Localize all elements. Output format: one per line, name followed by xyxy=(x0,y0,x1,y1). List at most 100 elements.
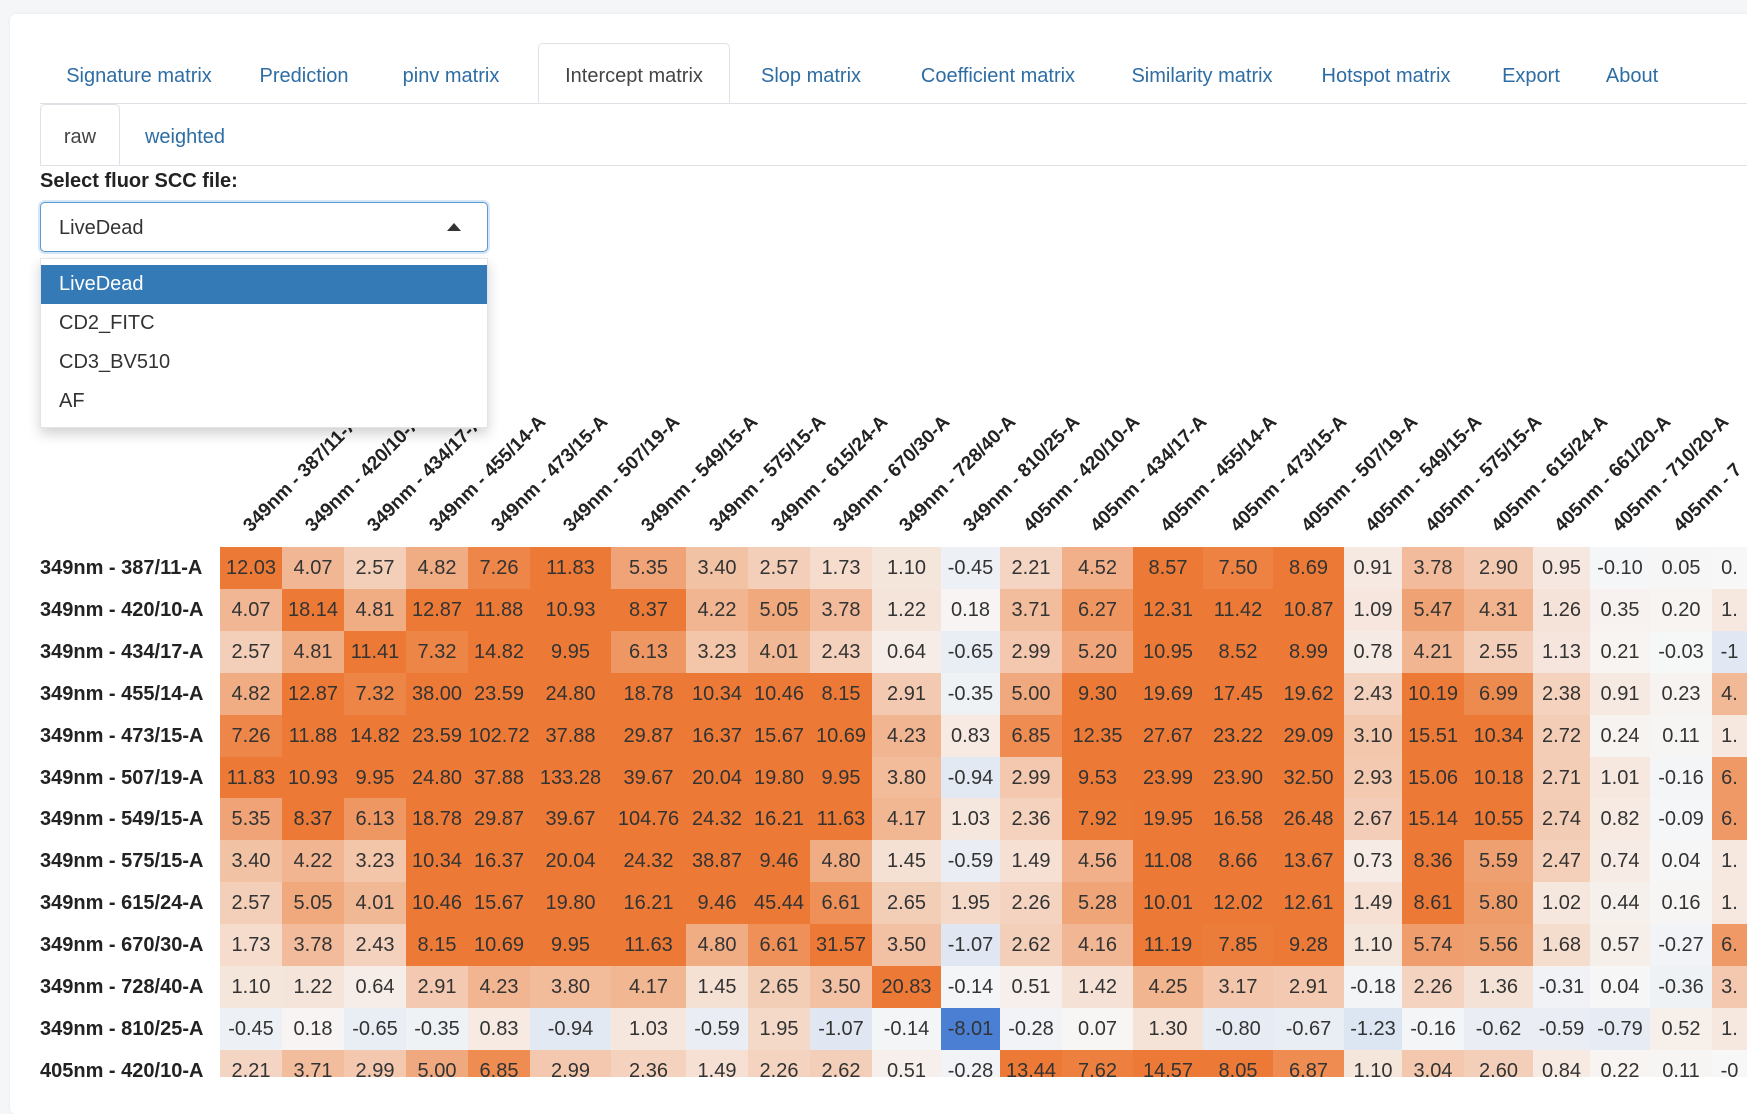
heatmap-cell: 11.88 xyxy=(282,714,344,757)
heatmap-cell: 6.85 xyxy=(1000,714,1062,757)
heatmap-cell: 5.56 xyxy=(1464,924,1533,967)
column-header: 405nm - 575/15-A xyxy=(1421,411,1547,537)
heatmap-cell: 15.67 xyxy=(748,714,810,757)
heatmap-cell: 16.37 xyxy=(468,840,530,883)
heatmap-cell: 8.37 xyxy=(282,798,344,841)
heatmap-cell: 0.24 xyxy=(1590,714,1650,757)
heatmap-cell: 3.78 xyxy=(282,924,344,967)
heatmap-cell: 4.25 xyxy=(1133,966,1203,1008)
dropdown-option[interactable]: CD2_FITC xyxy=(59,312,155,334)
heatmap-cell: 3.78 xyxy=(810,588,872,631)
heatmap-cell: 4.81 xyxy=(282,630,344,673)
caret-up-icon[interactable] xyxy=(447,223,461,231)
heatmap-cell: -0.28 xyxy=(941,1049,1000,1077)
heatmap-cell: 10.93 xyxy=(530,588,611,631)
row-header: 349nm - 473/15-A xyxy=(40,724,204,747)
heatmap-cell: -0.59 xyxy=(941,840,1000,883)
heatmap-cell: 2.47 xyxy=(1533,840,1590,883)
heatmap-cell: 1. xyxy=(1712,1007,1747,1050)
tab-signature-matrix[interactable]: Signature matrix xyxy=(66,65,212,87)
heatmap-cell: 23.59 xyxy=(468,672,530,715)
tab-prediction[interactable]: Prediction xyxy=(259,65,349,87)
subtab-weighted[interactable]: weighted xyxy=(144,126,226,148)
heatmap-cell: 4.16 xyxy=(1062,924,1133,967)
heatmap-cell: 6.13 xyxy=(344,798,406,841)
heatmap-cell: 11.08 xyxy=(1133,840,1203,883)
heatmap-cell: 15.51 xyxy=(1402,714,1464,757)
heatmap-cell: 20.04 xyxy=(686,756,748,799)
tab-pinv-matrix[interactable]: pinv matrix xyxy=(402,65,500,87)
heatmap-cell: 2.21 xyxy=(220,1049,282,1077)
heatmap-cell: 2.74 xyxy=(1533,798,1590,841)
heatmap-cell: 0.18 xyxy=(282,1007,344,1050)
dropdown-option[interactable]: AF xyxy=(59,390,85,412)
heatmap-cell: 18.78 xyxy=(611,672,686,715)
column-header: 405nm - 473/15-A xyxy=(1226,411,1352,537)
heatmap-cell: 2.93 xyxy=(1344,756,1402,799)
row-header: 349nm - 434/17-A xyxy=(40,640,204,663)
heatmap-cell: 6.61 xyxy=(810,882,872,925)
heatmap-cell: 0.57 xyxy=(1590,924,1650,967)
heatmap-cell: 8.36 xyxy=(1402,840,1464,883)
heatmap-cell: 5.35 xyxy=(220,798,282,841)
heatmap-cell: 26.48 xyxy=(1273,798,1344,841)
heatmap-cell: 10.01 xyxy=(1133,882,1203,925)
heatmap-cell: -0.16 xyxy=(1402,1007,1464,1050)
heatmap-cell: -0.10 xyxy=(1590,547,1650,589)
heatmap-cell: 12.87 xyxy=(406,588,468,631)
heatmap-cell: -0.03 xyxy=(1650,630,1712,673)
heatmap-cell: 1.45 xyxy=(872,840,941,883)
tab-export[interactable]: Export xyxy=(1502,65,1560,87)
heatmap-cell: 24.32 xyxy=(686,798,748,841)
heatmap-cell: 19.62 xyxy=(1273,672,1344,715)
heatmap-cell: 12.02 xyxy=(1203,882,1273,925)
tab-intercept-matrix[interactable]: Intercept matrix xyxy=(538,43,730,103)
heatmap-cell: 1.03 xyxy=(941,798,1000,841)
heatmap-cell: 10.55 xyxy=(1464,798,1533,841)
heatmap-cell: -1.23 xyxy=(1344,1007,1402,1050)
heatmap-cell: 23.59 xyxy=(406,714,468,757)
heatmap-cell: 15.67 xyxy=(468,882,530,925)
subtab-raw[interactable]: raw xyxy=(40,104,120,165)
heatmap-cell: 13.67 xyxy=(1273,840,1344,883)
heatmap-cell: 6. xyxy=(1712,798,1747,841)
heatmap-cell: 16.58 xyxy=(1203,798,1273,841)
tab-about[interactable]: About xyxy=(1605,65,1659,87)
tab-slop-matrix[interactable]: Slop matrix xyxy=(760,65,862,87)
heatmap-cell: 14.82 xyxy=(344,714,406,757)
heatmap-cell: 1.01 xyxy=(1590,756,1650,799)
heatmap-cell: 5.28 xyxy=(1062,882,1133,925)
heatmap-cell: 9.28 xyxy=(1273,924,1344,967)
column-header: 349nm - 455/14-A xyxy=(425,411,551,537)
heatmap-cell: -0.27 xyxy=(1650,924,1712,967)
heatmap-cell: 4.07 xyxy=(282,547,344,589)
heatmap-cell: 0.83 xyxy=(468,1007,530,1050)
tab-coefficient-matrix[interactable]: Coefficient matrix xyxy=(920,65,1076,87)
dropdown-option[interactable]: CD3_BV510 xyxy=(59,351,171,373)
dropdown-option[interactable]: LiveDead xyxy=(41,265,487,304)
heatmap-cell: 38.87 xyxy=(686,840,748,883)
heatmap-cell: 32.50 xyxy=(1273,756,1344,799)
heatmap-cell: 1.95 xyxy=(748,1007,810,1050)
heatmap-cell: 10.19 xyxy=(1402,672,1464,715)
heatmap-cell: -0.16 xyxy=(1650,756,1712,799)
heatmap-cell: 7.26 xyxy=(220,714,282,757)
heatmap-cell: 37.88 xyxy=(468,756,530,799)
heatmap-cell: 0.52 xyxy=(1650,1007,1712,1050)
heatmap-cell: 2.99 xyxy=(1000,756,1062,799)
heatmap-cell: 4.22 xyxy=(686,588,748,631)
heatmap-cell: 0.07 xyxy=(1062,1007,1133,1050)
heatmap-cell: 11.42 xyxy=(1203,588,1273,631)
heatmap-cell: 1.36 xyxy=(1464,966,1533,1008)
heatmap-cell: 5.35 xyxy=(611,547,686,589)
heatmap-cell: 39.67 xyxy=(611,756,686,799)
heatmap-cell: 1. xyxy=(1712,840,1747,883)
tab-hotspot-matrix[interactable]: Hotspot matrix xyxy=(1321,65,1451,87)
tab-similarity-matrix[interactable]: Similarity matrix xyxy=(1131,65,1273,87)
heatmap-cell: 24.80 xyxy=(530,672,611,715)
heatmap-cell: 0. xyxy=(1712,547,1747,589)
heatmap-cell: 0.11 xyxy=(1650,714,1712,757)
heatmap-cell: 23.90 xyxy=(1203,756,1273,799)
heatmap-cell: 2.99 xyxy=(344,1049,406,1077)
fluor-select[interactable]: LiveDead xyxy=(40,202,488,252)
